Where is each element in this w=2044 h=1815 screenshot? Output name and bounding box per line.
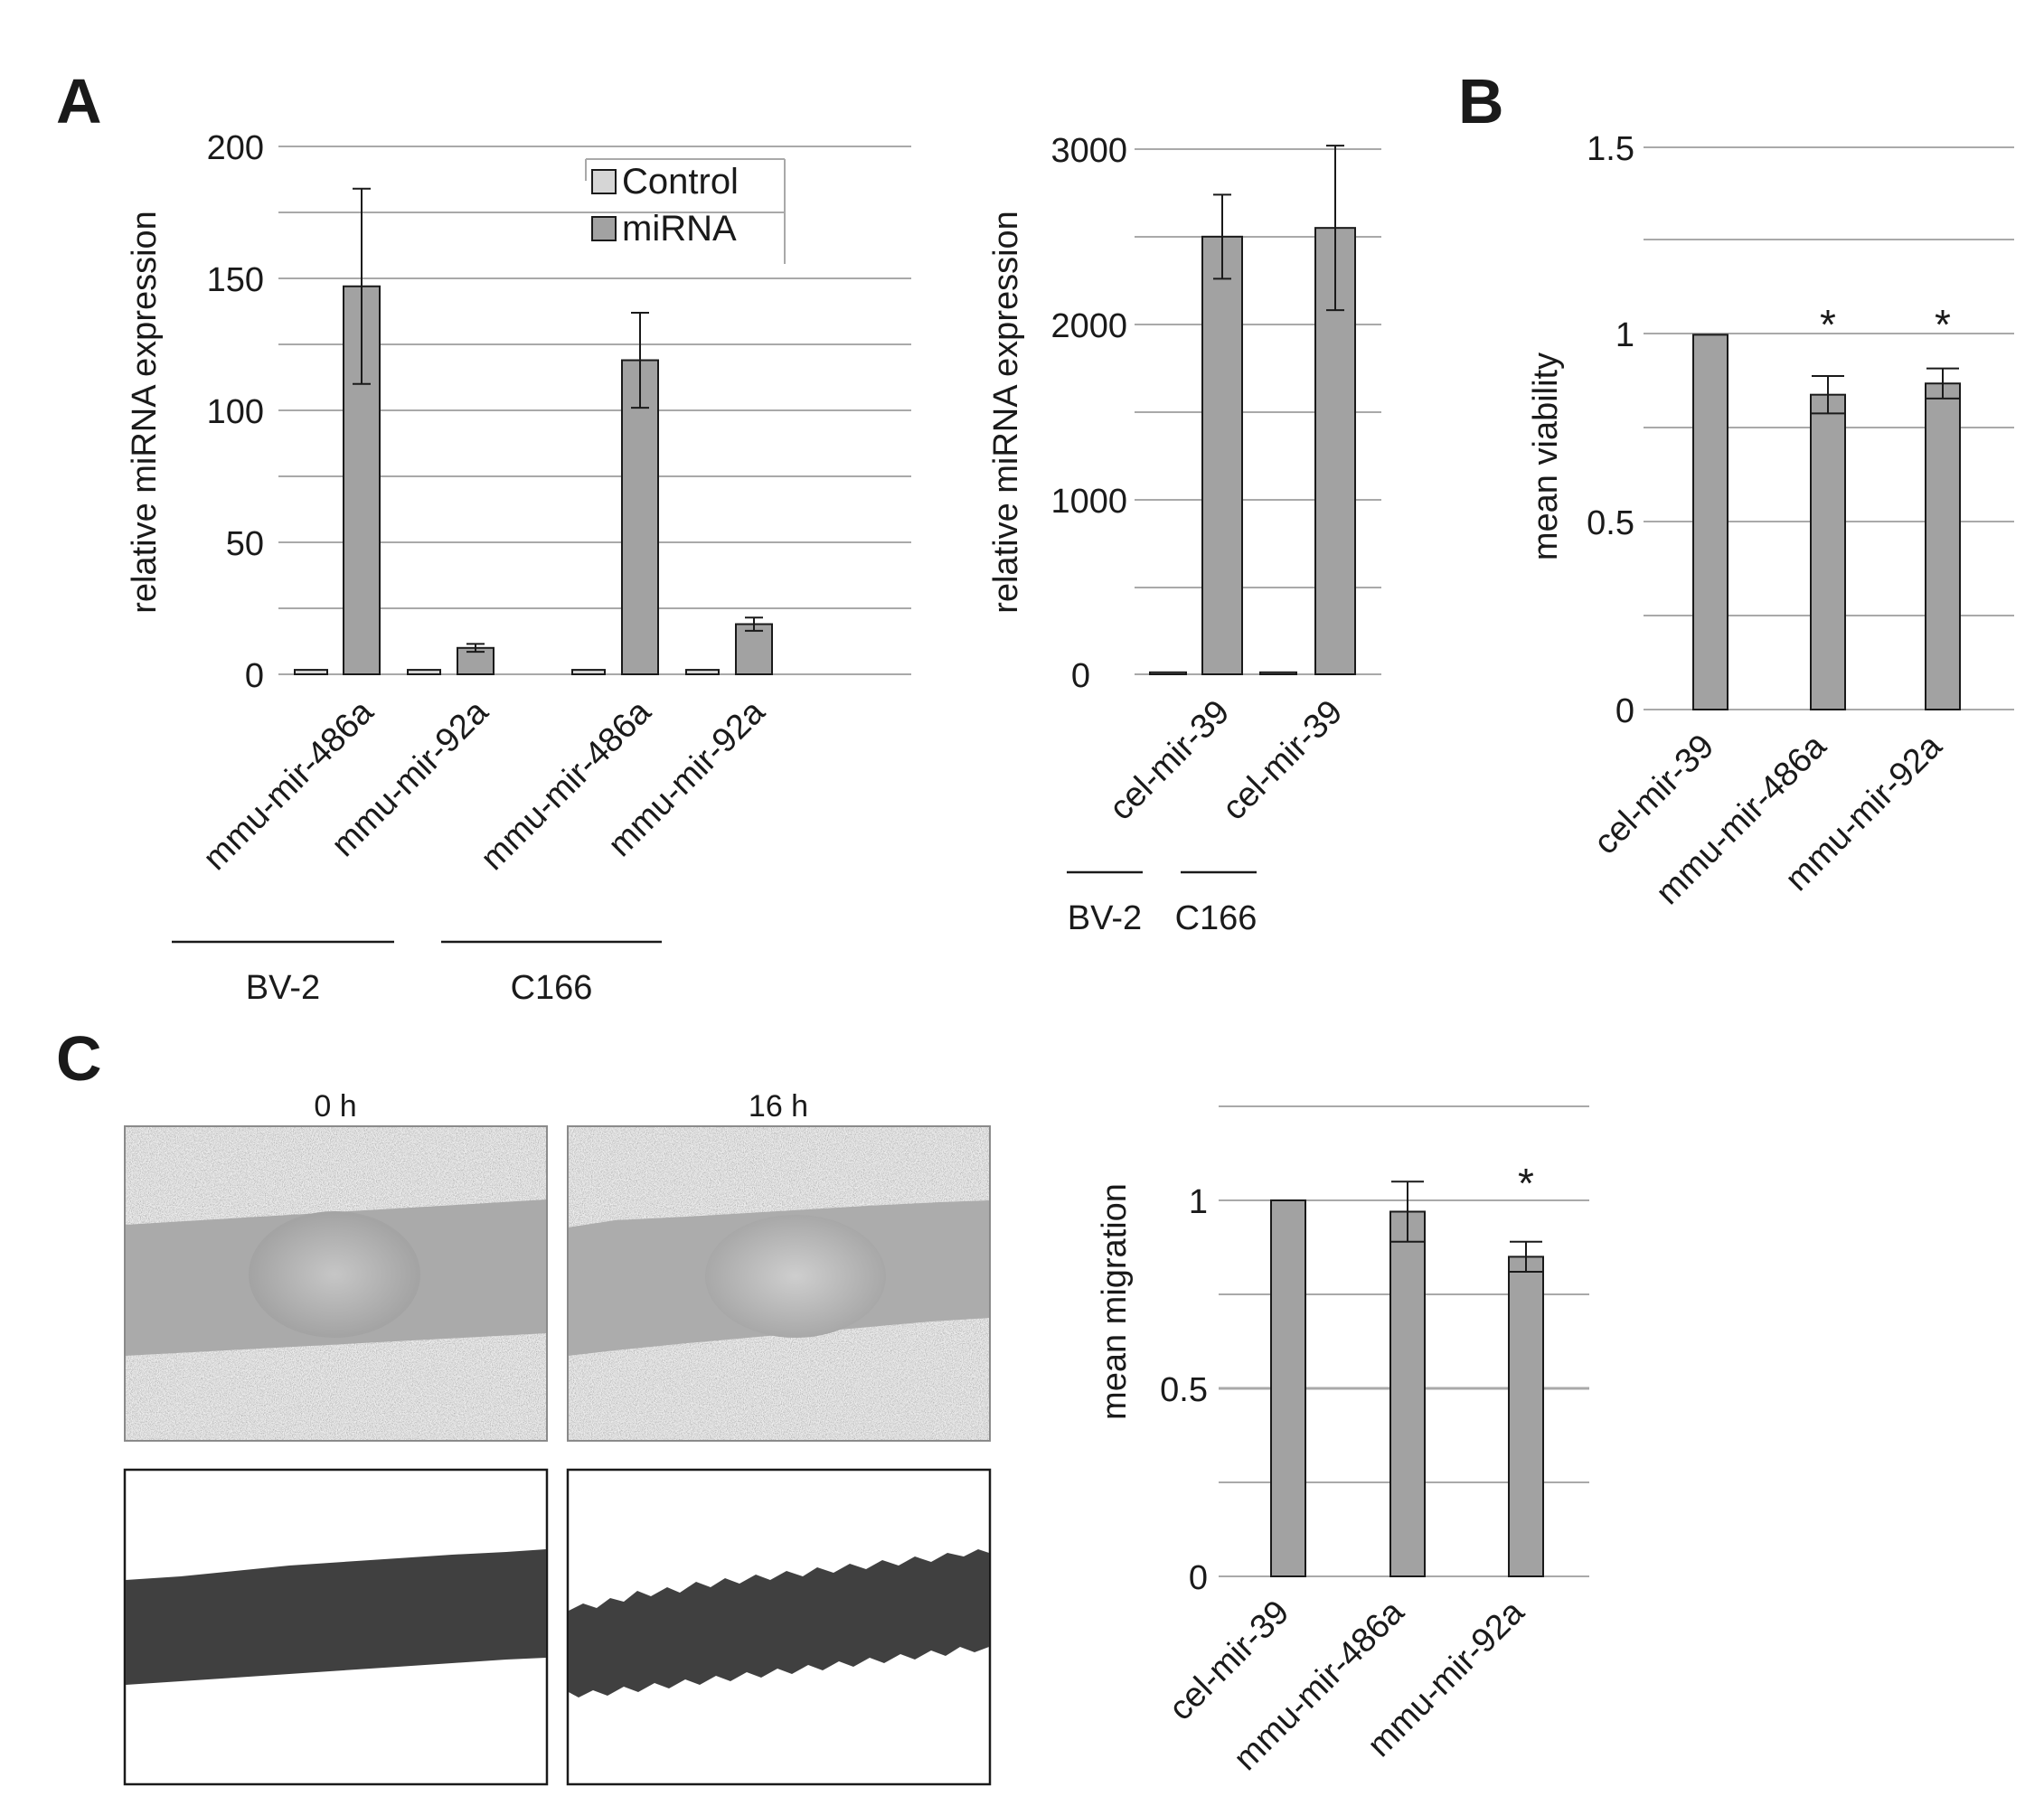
y-tick-label: 0	[1189, 1559, 1208, 1597]
bar	[1810, 393, 1846, 710]
group-label-c166: C166	[511, 969, 593, 1007]
y-tick-label: 100	[207, 393, 264, 431]
y-tick-label: 0	[1071, 657, 1090, 695]
bar	[1508, 1255, 1544, 1578]
timepoint-label-0h: 0 h	[314, 1089, 356, 1124]
bar-marks: * *	[1692, 301, 1961, 710]
y-tick-label: 2000	[1050, 307, 1127, 345]
bar-mirna	[735, 623, 773, 676]
y-axis-title: mean migration	[1096, 1183, 1134, 1420]
legend-label-control: Control	[622, 162, 739, 202]
significance-marker: *	[1518, 1160, 1534, 1207]
legend-swatch-mirna	[591, 216, 617, 241]
y-axis-title: relative miRNA expression	[987, 211, 1025, 614]
micrograph-0h	[125, 1126, 547, 1441]
chart-c-mean-migration: 1 0.5 0 mean migration * cel-mir-39 mmu-…	[1096, 1105, 1589, 1778]
bar-control	[685, 669, 720, 676]
timepoint-label-16h: 16 h	[749, 1089, 808, 1124]
y-tick-label: 0	[1615, 692, 1634, 730]
bar-marks	[1149, 145, 1356, 676]
bar-marks: *	[1270, 1160, 1544, 1578]
bar-marks	[294, 187, 773, 676]
legend-swatch-control	[591, 169, 617, 194]
chart-b-mean-viability: 1.5 1 0.5 0 mean viability * * cel-mir-39…	[1527, 130, 2014, 912]
y-tick-label: 50	[226, 525, 264, 563]
x-tick-label: cel-mir-39	[1102, 693, 1237, 828]
mask-16h	[566, 1468, 992, 1786]
y-tick-label: 0	[245, 657, 264, 695]
y-axis-title: relative miRNA expression	[126, 211, 164, 614]
x-tick-label: cel-mir-39	[1215, 693, 1350, 828]
bar-control	[1149, 671, 1187, 676]
bar-control	[571, 669, 606, 676]
bar	[1389, 1210, 1426, 1577]
y-tick-label: 150	[207, 261, 264, 299]
y-tick-label: 1000	[1050, 483, 1127, 521]
bar	[1692, 334, 1728, 710]
bar-control	[407, 669, 441, 676]
bar-mirna	[621, 359, 659, 675]
mask-0h	[123, 1468, 549, 1786]
y-tick-label: 1	[1615, 316, 1634, 354]
y-axis-title: mean viability	[1527, 353, 1565, 560]
y-tick-label: 3000	[1050, 132, 1127, 170]
chart-a2-mirna-expression: 3000 2000 1000 0 relative miRNA expressi…	[987, 132, 1381, 937]
bar	[1925, 382, 1961, 710]
panel-label-b: B	[1458, 66, 1504, 136]
y-tick-label: 0.5	[1160, 1371, 1208, 1409]
panel-label-a: A	[56, 66, 102, 136]
y-tick-label: 200	[207, 129, 264, 167]
significance-marker: *	[1820, 301, 1836, 348]
bar-mirna	[1201, 235, 1243, 675]
bar	[1270, 1199, 1306, 1577]
bar-control	[294, 669, 328, 676]
bar-control	[1259, 671, 1297, 676]
group-label-bv2: BV-2	[1068, 899, 1142, 937]
legend: Control miRNA	[585, 158, 786, 264]
y-tick-label: 0.5	[1587, 504, 1634, 542]
y-tick-label: 1.5	[1587, 130, 1634, 168]
y-tick-label: 1	[1189, 1183, 1208, 1221]
micrograph-16h	[568, 1126, 990, 1441]
scratch-assay-images: 0 h 16 h	[123, 1089, 992, 1786]
group-label-c166: C166	[1175, 899, 1257, 937]
panel-label-c: C	[56, 1023, 102, 1094]
chart-a1-mirna-expression: 200 150 100 50 0 relative miRNA expressi…	[126, 129, 911, 1007]
group-label-bv2: BV-2	[246, 969, 320, 1007]
legend-label-mirna: miRNA	[622, 209, 737, 249]
significance-marker: *	[1935, 301, 1951, 348]
